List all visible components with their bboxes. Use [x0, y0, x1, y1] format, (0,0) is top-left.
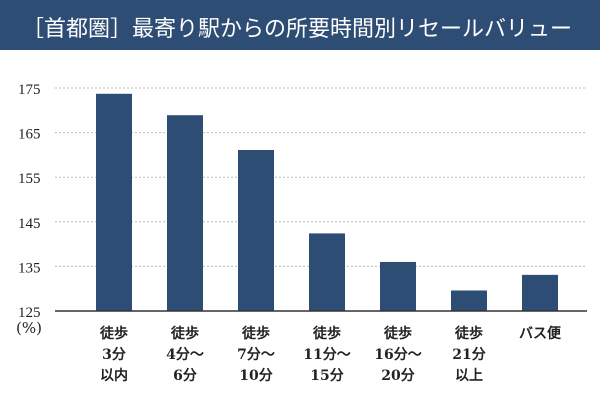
x-tick-label: バス便: [519, 325, 562, 342]
bar: [238, 149, 274, 311]
title-bar: ［首都圏］最寄り駅からの所要時間別リセールバリュー: [0, 0, 600, 50]
y-tick-label: 145: [18, 216, 41, 232]
x-tick-label: 7分～: [237, 347, 275, 363]
x-tick-label: 以上: [455, 368, 483, 384]
y-tick-label: 175: [18, 82, 41, 98]
y-axis-unit: (%): [16, 319, 42, 337]
x-tick-label: 3分: [102, 347, 126, 363]
x-tick-label: 10分: [239, 368, 272, 384]
y-tick-label: 125: [18, 305, 41, 321]
bar: [167, 115, 203, 312]
x-tick-label: 徒歩: [454, 325, 483, 342]
x-tick-label: 徒歩: [99, 325, 128, 342]
x-tick-label: 20分: [381, 368, 414, 384]
x-tick-label: 6分: [173, 368, 197, 384]
x-tick-label: 4分～: [166, 347, 204, 363]
x-tick-label: 徒歩: [383, 325, 412, 342]
bar: [522, 274, 558, 311]
y-tick-label: 135: [18, 260, 41, 276]
x-tick-label: 16分～: [374, 347, 421, 363]
x-tick-label: 徒歩: [170, 325, 199, 342]
x-tick-label: 徒歩: [241, 325, 270, 342]
y-tick-label: 155: [18, 171, 41, 187]
x-tick-label: 11分～: [303, 347, 350, 363]
bar: [309, 233, 345, 311]
x-tick-label: 21分: [452, 347, 485, 363]
bar: [96, 93, 132, 311]
x-tick-label: 徒歩: [312, 325, 341, 342]
y-tick-label: 165: [18, 127, 41, 143]
bar: [451, 290, 487, 311]
chart-title: ［首都圏］最寄り駅からの所要時間別リセールバリュー: [22, 17, 573, 42]
x-tick-label: 15分: [310, 368, 343, 384]
bar: [380, 261, 416, 311]
x-tick-label: 以内: [100, 367, 128, 384]
